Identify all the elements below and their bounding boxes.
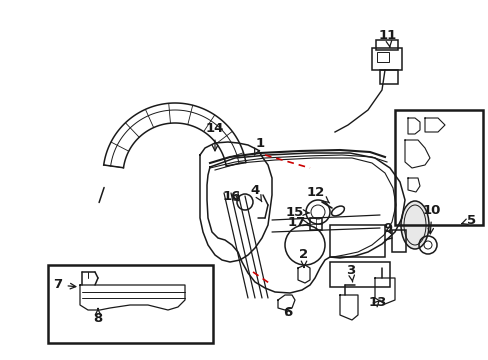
Bar [394, 110, 482, 225]
Text: 10: 10 [422, 203, 440, 234]
Text: 15: 15 [285, 206, 309, 219]
Text: 17: 17 [287, 216, 308, 229]
Text: 5: 5 [461, 213, 476, 226]
Text: 11: 11 [378, 28, 396, 47]
Text: 14: 14 [205, 122, 224, 151]
Text: 6: 6 [283, 306, 292, 319]
Bar [309, 218, 321, 230]
Text: 2: 2 [299, 248, 308, 267]
Text: 12: 12 [306, 185, 329, 203]
Text: 4: 4 [250, 184, 261, 202]
Text: 8: 8 [93, 309, 102, 324]
Bar [379, 70, 397, 84]
Text: 9: 9 [383, 221, 392, 234]
Text: 16: 16 [223, 189, 241, 202]
Bar [371, 48, 401, 70]
Bar [329, 225, 384, 257]
Bar [376, 52, 388, 62]
Bar [375, 40, 397, 50]
Text: 7: 7 [53, 279, 76, 292]
Text: 13: 13 [368, 296, 386, 309]
Ellipse shape [400, 201, 428, 249]
Bar [48, 265, 213, 343]
Text: 3: 3 [346, 264, 355, 282]
Bar [391, 230, 405, 252]
Bar [329, 262, 389, 287]
Text: 1: 1 [254, 136, 264, 155]
